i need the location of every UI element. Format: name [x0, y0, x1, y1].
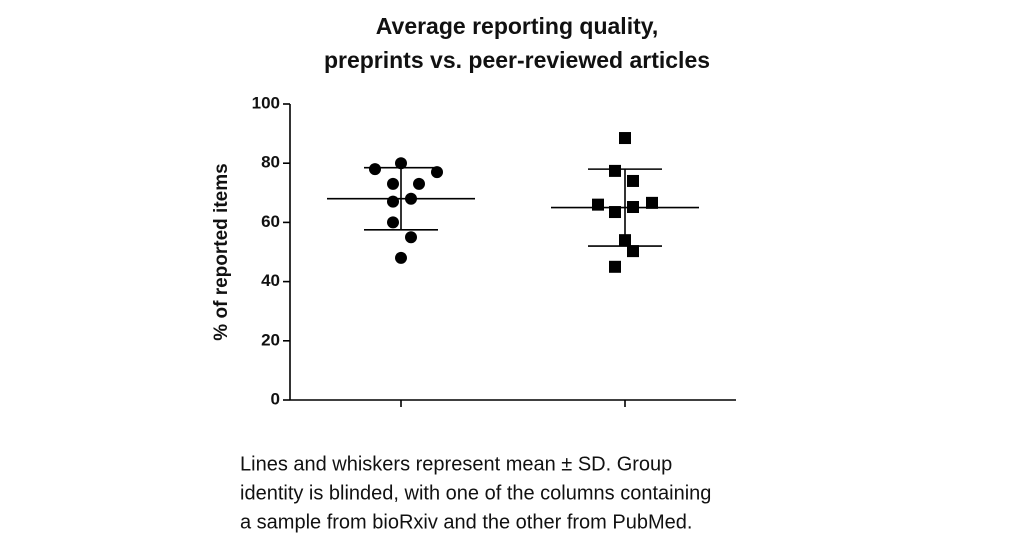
point: [387, 195, 399, 208]
chart-title: Average reporting quality,: [376, 13, 658, 39]
point: [387, 216, 399, 229]
point: [609, 164, 621, 177]
point: [627, 174, 639, 187]
point: [387, 177, 399, 190]
caption-line: identity is blinded, with one of the col…: [240, 482, 711, 504]
point: [609, 260, 621, 273]
y-tick-label: 100: [252, 93, 280, 112]
point: [609, 206, 621, 219]
point: [431, 166, 443, 179]
y-tick-label: 80: [261, 153, 280, 172]
y-tick-label: 60: [261, 212, 280, 231]
y-tick-label: 0: [271, 389, 280, 408]
y-tick-label: 40: [261, 271, 280, 290]
chart-title: preprints vs. peer-reviewed articles: [324, 47, 710, 73]
point: [413, 177, 425, 190]
caption-line: a sample from bioRxiv and the other from…: [240, 511, 692, 533]
point: [627, 245, 639, 258]
point: [395, 157, 407, 170]
point: [405, 231, 417, 244]
caption-line: Lines and whiskers represent mean ± SD. …: [240, 453, 672, 475]
point: [395, 251, 407, 264]
y-axis-label: % of reported items: [211, 163, 232, 340]
point: [619, 132, 631, 145]
y-tick-label: 20: [261, 330, 280, 349]
point: [646, 196, 658, 209]
point: [592, 198, 604, 211]
point: [369, 163, 381, 176]
